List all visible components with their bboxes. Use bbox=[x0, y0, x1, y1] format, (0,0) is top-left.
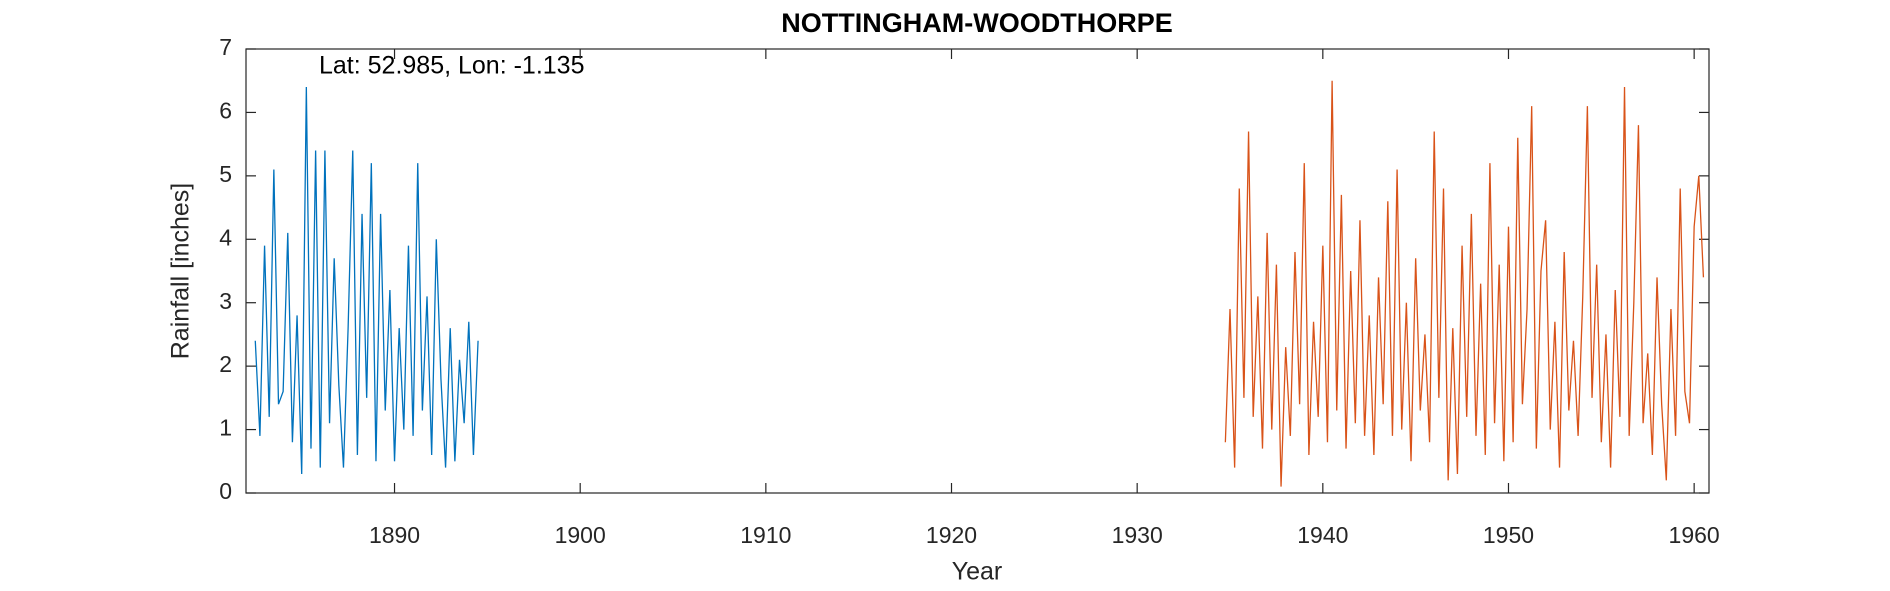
x-tick-label: 1900 bbox=[555, 522, 606, 548]
y-axis-label: Rainfall [inches] bbox=[167, 183, 195, 359]
x-tick-label: 1920 bbox=[926, 522, 977, 548]
x-tick-label: 1940 bbox=[1297, 522, 1348, 548]
y-tick-label: 0 bbox=[219, 478, 232, 504]
x-tick-label: 1910 bbox=[740, 522, 791, 548]
chart-title: NOTTINGHAM-WOODTHORPE bbox=[781, 8, 1172, 38]
annotation: Lat: 52.985, Lon: -1.135 bbox=[319, 52, 585, 80]
x-tick-label: 1960 bbox=[1669, 522, 1720, 548]
x-tick-label: 1950 bbox=[1483, 522, 1534, 548]
x-tick-label: 1890 bbox=[369, 522, 420, 548]
y-tick-label: 3 bbox=[219, 288, 232, 314]
axes-box bbox=[245, 48, 1710, 494]
y-tick-label: 7 bbox=[219, 34, 232, 60]
y-tick-label: 2 bbox=[219, 351, 232, 377]
y-tick-label: 1 bbox=[219, 415, 232, 441]
data-line bbox=[254, 87, 479, 474]
x-axis-label: Year bbox=[952, 558, 1003, 586]
y-tick-label: 5 bbox=[219, 161, 232, 187]
data-line bbox=[1224, 80, 1705, 487]
y-tick-label: 6 bbox=[219, 98, 232, 124]
y-tick-label: 4 bbox=[219, 224, 232, 250]
x-tick-label: 1930 bbox=[1112, 522, 1163, 548]
